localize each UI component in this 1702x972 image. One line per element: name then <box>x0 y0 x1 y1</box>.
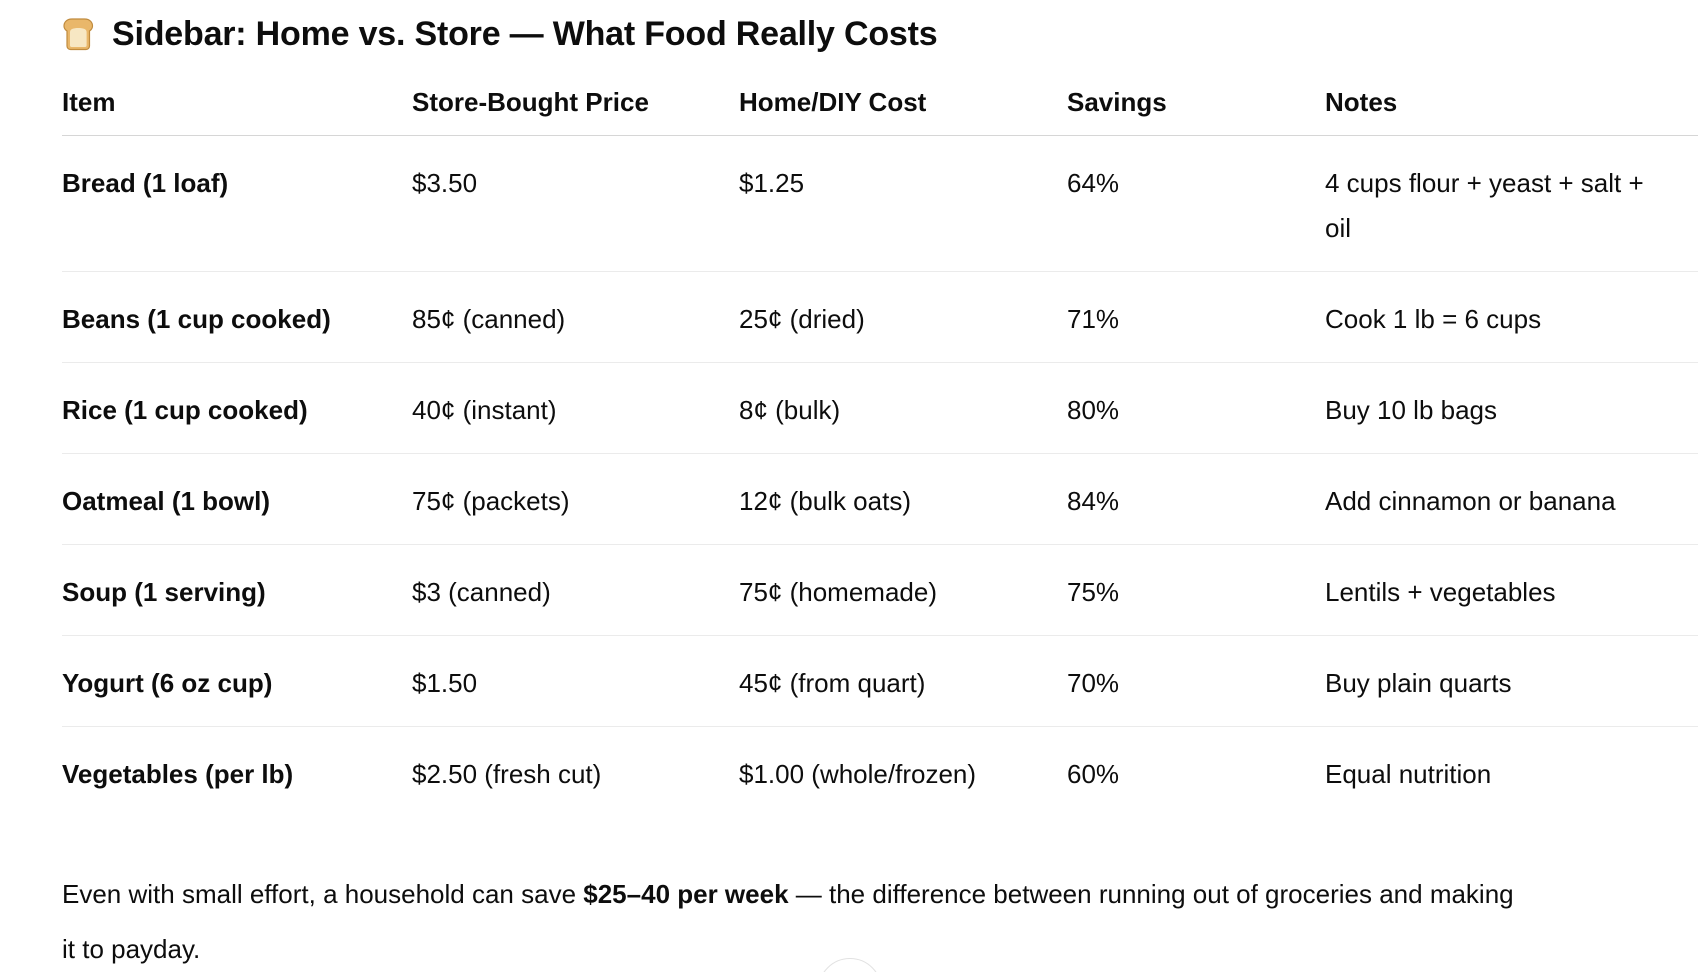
cell-home-cost: 45¢ (from quart) <box>739 668 926 698</box>
column-header-store: Store-Bought Price <box>412 87 649 117</box>
closing-text-after: — the difference between running out of … <box>62 879 1514 964</box>
cell-savings: 80% <box>1067 395 1120 425</box>
cell-store-price: 85¢ (canned) <box>412 304 566 334</box>
cell-store-price: $1.50 <box>412 668 478 698</box>
cell-savings: 60% <box>1067 759 1120 789</box>
cell-home-cost: 25¢ (dried) <box>739 304 865 334</box>
table-row: Beans (1 cup cooked) 85¢ (canned) 25¢ (d… <box>62 272 1698 363</box>
cell-home-cost: $1.00 (whole/frozen) <box>739 759 977 789</box>
table-row: Oatmeal (1 bowl) 75¢ (packets) 12¢ (bulk… <box>62 454 1698 545</box>
table-row: Bread (1 loaf) $3.50 $1.25 64% 4 cups fl… <box>62 136 1698 272</box>
cell-savings: 75% <box>1067 577 1120 607</box>
cell-home-cost: 8¢ (bulk) <box>739 395 841 425</box>
cell-store-price: 40¢ (instant) <box>412 395 557 425</box>
cell-notes: 4 cups flour + yeast + salt + oil <box>1325 168 1644 243</box>
cell-store-price: $3.50 <box>412 168 478 198</box>
cell-notes: Buy plain quarts <box>1325 668 1512 698</box>
cell-item: Oatmeal (1 bowl) <box>62 486 271 516</box>
cell-item: Rice (1 cup cooked) <box>62 395 308 425</box>
table-row: Yogurt (6 oz cup) $1.50 45¢ (from quart)… <box>62 636 1698 727</box>
cell-savings: 71% <box>1067 304 1120 334</box>
cell-item: Soup (1 serving) <box>62 577 266 607</box>
cell-item: Vegetables (per lb) <box>62 759 294 789</box>
bread-emoji-icon <box>63 18 94 51</box>
cell-notes: Cook 1 lb = 6 cups <box>1325 304 1542 334</box>
cell-home-cost: 12¢ (bulk oats) <box>739 486 911 516</box>
cell-notes: Equal nutrition <box>1325 759 1492 789</box>
cell-notes: Lentils + vegetables <box>1325 577 1556 607</box>
cell-store-price: $3 (canned) <box>412 577 551 607</box>
table-body: Bread (1 loaf) $3.50 $1.25 64% 4 cups fl… <box>62 136 1698 817</box>
closing-savings-amount: $25–40 per week <box>583 879 789 909</box>
cell-item: Yogurt (6 oz cup) <box>62 668 273 698</box>
column-header-savings: Savings <box>1067 87 1167 117</box>
column-header-home: Home/DIY Cost <box>739 87 927 117</box>
table-header-row: Item Store-Bought Price Home/DIY Cost Sa… <box>62 76 1698 136</box>
cell-home-cost: 75¢ (homemade) <box>739 577 937 607</box>
cell-notes: Buy 10 lb bags <box>1325 395 1498 425</box>
closing-paragraph: Even with small effort, a household can … <box>62 867 1532 972</box>
cell-savings: 64% <box>1067 168 1120 198</box>
cell-item: Bread (1 loaf) <box>62 168 229 198</box>
table-row: Rice (1 cup cooked) 40¢ (instant) 8¢ (bu… <box>62 363 1698 454</box>
page-title-text: Sidebar: Home vs. Store — What Food Real… <box>112 15 938 53</box>
table-row: Soup (1 serving) $3 (canned) 75¢ (homema… <box>62 545 1698 636</box>
cell-store-price: 75¢ (packets) <box>412 486 570 516</box>
cell-home-cost: $1.25 <box>739 168 805 198</box>
cell-store-price: $2.50 (fresh cut) <box>412 759 602 789</box>
column-header-notes: Notes <box>1325 87 1398 117</box>
cell-item: Beans (1 cup cooked) <box>62 304 331 334</box>
cell-savings: 84% <box>1067 486 1120 516</box>
price-comparison-table: Item Store-Bought Price Home/DIY Cost Sa… <box>62 76 1698 817</box>
page-title: Sidebar: Home vs. Store — What Food Real… <box>62 10 1698 58</box>
table-row: Vegetables (per lb) $2.50 (fresh cut) $1… <box>62 727 1698 817</box>
closing-text-before: Even with small effort, a household can … <box>62 879 584 909</box>
cell-notes: Add cinnamon or banana <box>1325 486 1616 516</box>
document-content: Sidebar: Home vs. Store — What Food Real… <box>62 10 1698 972</box>
column-header-item: Item <box>62 87 116 117</box>
cell-savings: 70% <box>1067 668 1120 698</box>
